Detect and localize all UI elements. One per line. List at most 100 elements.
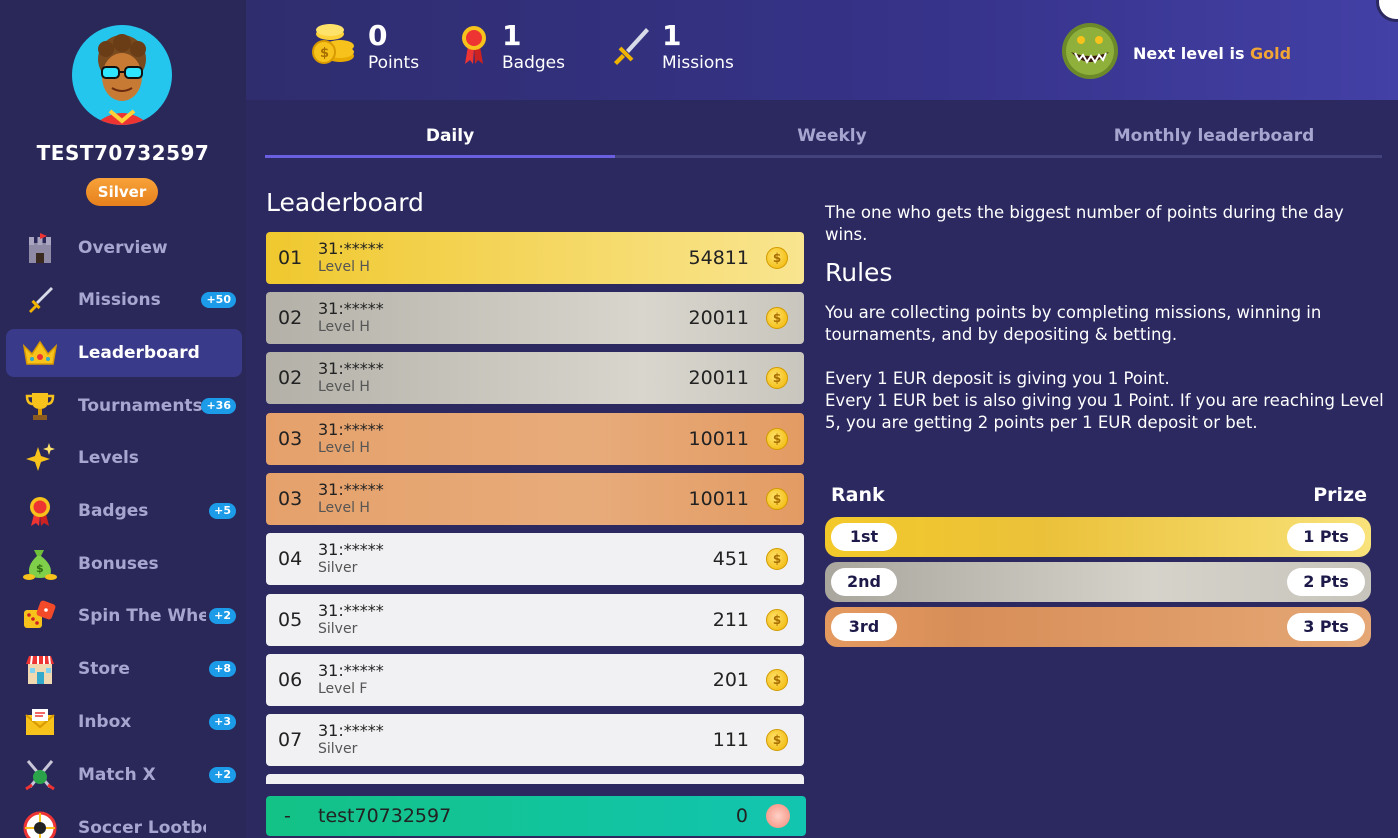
- prize-table-header: Rank Prize: [831, 484, 1367, 506]
- sidebar-item-label: Badges: [78, 501, 149, 521]
- rules-line: Every 1 EUR bet is also giving you 1 Poi…: [825, 391, 1384, 432]
- rules-body: You are collecting points by completing …: [825, 302, 1385, 434]
- row-player: 31:*****: [318, 239, 384, 258]
- sidebar-item-store[interactable]: Store +8: [6, 645, 242, 693]
- trophy-icon: [18, 384, 62, 428]
- count-badge: +2: [209, 608, 236, 624]
- sidebar-item-soccer-lootbox[interactable]: Soccer Lootbox: [6, 804, 242, 838]
- sidebar-item-bonuses[interactable]: $ Bonuses: [6, 540, 242, 588]
- medal-icon: [456, 20, 492, 68]
- sidebar-item-label: Match X: [78, 765, 156, 785]
- row-player: 31:*****: [318, 420, 384, 439]
- coin-icon: $: [766, 247, 788, 269]
- count-badge: +2: [209, 767, 236, 783]
- tab-daily[interactable]: Daily: [425, 126, 475, 146]
- badges-label: Badges: [502, 53, 565, 73]
- tab-monthly[interactable]: Monthly leaderboard: [1113, 126, 1315, 146]
- coin-icon: $: [766, 428, 788, 450]
- table-row: 02 31:***** Level H 20011 $: [266, 352, 804, 404]
- row-score: 54811: [688, 247, 749, 269]
- next-level-text: Next level is Gold: [1133, 44, 1291, 63]
- coin-icon: $: [766, 367, 788, 389]
- sidebar-item-label: Soccer Lootbox: [78, 818, 206, 838]
- table-row: 01 31:***** Level H 54811 $: [266, 232, 804, 284]
- leaderboard-title: Leaderboard: [266, 188, 424, 217]
- row-player: 31:*****: [318, 480, 384, 499]
- prize-row: 1st 1 Pts: [825, 517, 1371, 557]
- medal-icon: [18, 489, 62, 533]
- sidebar-item-label: Store: [78, 659, 130, 679]
- crown-icon: [18, 331, 62, 375]
- missions-stat: 1 Missions: [608, 20, 734, 74]
- my-rank: -: [284, 805, 291, 827]
- row-rank: 04: [278, 548, 303, 570]
- table-row: 07 31:***** Silver 111 $: [266, 714, 804, 766]
- rules-paragraph: You are collecting points by completing …: [825, 303, 1322, 344]
- row-level: Level H: [318, 440, 370, 456]
- row-score: 20011: [688, 307, 749, 329]
- row-score: 10011: [688, 428, 749, 450]
- row-score: 111: [712, 729, 749, 751]
- coin-icon: $: [766, 307, 788, 329]
- sparkles-icon: [18, 436, 62, 480]
- sidebar-item-spin-the-wheel[interactable]: Spin The Wheel +2: [6, 592, 242, 640]
- sidebar-item-label: Overview: [78, 238, 168, 258]
- pig-icon: [766, 804, 790, 828]
- missions-label: Missions: [662, 53, 734, 73]
- count-badge: +8: [209, 661, 236, 677]
- prize-value: 2 Pts: [1287, 568, 1365, 596]
- avatar[interactable]: [72, 25, 172, 125]
- sidebar-item-missions[interactable]: Missions +50: [6, 276, 242, 324]
- points-value: 0: [368, 19, 388, 52]
- prize-value: 1 Pts: [1287, 523, 1365, 551]
- sidebar-item-label: Tournaments: [78, 396, 203, 416]
- store-icon: [18, 647, 62, 691]
- sidebar-item-badges[interactable]: Badges +5: [6, 487, 242, 535]
- row-rank: 05: [278, 609, 303, 631]
- next-level-prefix: Next level is: [1133, 43, 1251, 63]
- row-player: 31:*****: [318, 721, 384, 740]
- row-rank: 06: [278, 669, 303, 691]
- prize-value: 3 Pts: [1287, 613, 1365, 641]
- coin-icon: $: [766, 548, 788, 570]
- row-level: Silver: [318, 741, 358, 757]
- header: $ 0 Points 1 Badges 1 Missions Next leve…: [246, 0, 1398, 100]
- leaderboard-description: The one who gets the biggest number of p…: [825, 203, 1344, 244]
- sword-icon: [608, 20, 652, 68]
- sidebar-item-leaderboard[interactable]: Leaderboard: [6, 329, 242, 377]
- castle-icon: [18, 226, 62, 270]
- tab-weekly[interactable]: Weekly: [797, 126, 867, 146]
- coins-icon: $: [310, 20, 358, 68]
- row-level: Level H: [318, 259, 370, 275]
- row-level: Level F: [318, 681, 368, 697]
- row-player: 31:*****: [318, 299, 384, 318]
- prize-rank: 1st: [831, 523, 897, 551]
- count-badge: +5: [209, 503, 236, 519]
- points-label: Points: [368, 53, 420, 73]
- sidebar: TEST70732597 Silver Overview Missions +5…: [0, 0, 246, 838]
- envelope-icon: [18, 700, 62, 744]
- row-level: Silver: [318, 621, 358, 637]
- sidebar-item-match-x[interactable]: Match X +2: [6, 751, 242, 799]
- sidebar-item-levels[interactable]: Levels: [6, 434, 242, 482]
- badges-value: 1: [502, 19, 522, 52]
- table-row: 03 31:***** Level H 10011 $: [266, 473, 804, 525]
- sidebar-item-label: Bonuses: [78, 554, 159, 574]
- table-row: 03 31:***** Level H 10011 $: [266, 413, 804, 465]
- row-player: 31:*****: [318, 359, 384, 378]
- svg-text:$: $: [320, 46, 329, 61]
- svg-text:$: $: [36, 562, 44, 575]
- points-stat: $ 0 Points: [310, 20, 419, 74]
- rank-header: Rank: [831, 484, 885, 506]
- leaderboard-list[interactable]: 01 31:***** Level H 54811 $ 02 31:***** Le…: [266, 232, 804, 784]
- my-rank-row: - test70732597 0: [266, 796, 806, 836]
- row-score: 20011: [688, 367, 749, 389]
- row-score: 451: [712, 548, 749, 570]
- row-level: Level H: [318, 379, 370, 395]
- sidebar-item-inbox[interactable]: Inbox +3: [6, 698, 242, 746]
- sidebar-item-tournaments[interactable]: Tournaments +36: [6, 382, 242, 430]
- table-row: 04 31:***** Silver 451 $: [266, 533, 804, 585]
- username: TEST70732597: [36, 141, 210, 165]
- count-badge: +36: [201, 398, 236, 414]
- sidebar-item-overview[interactable]: Overview: [6, 224, 242, 272]
